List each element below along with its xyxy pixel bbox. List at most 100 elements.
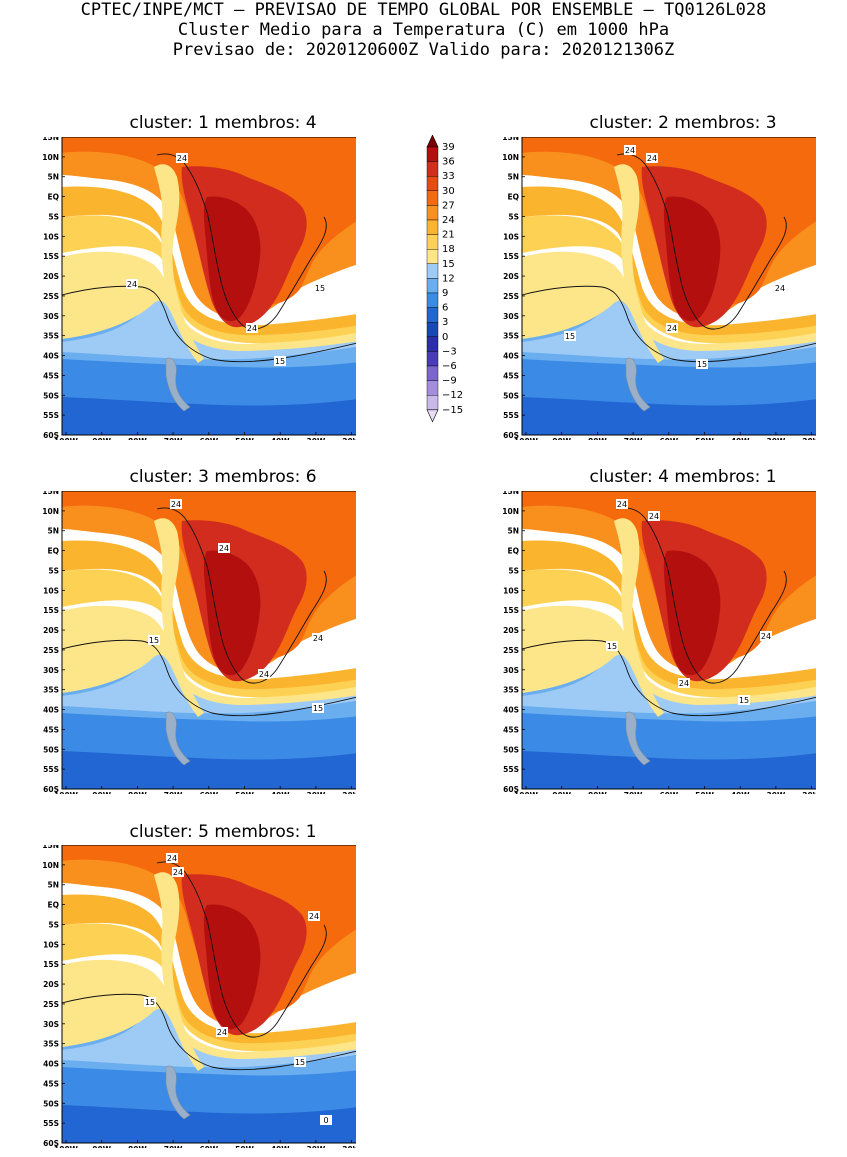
contour-label-bg [320, 1115, 332, 1125]
lon-tick-label: 30W [307, 1145, 326, 1148]
contour-label: 15 [275, 357, 285, 366]
colorbar-swatch [426, 234, 439, 250]
lon-tick-label: 20W [802, 437, 816, 440]
lat-tick-label: 20S [503, 626, 519, 635]
lat-tick-label: EQ [48, 193, 60, 202]
lat-tick-label: 15S [43, 606, 59, 615]
lat-tick-label: 5N [48, 881, 60, 890]
andes-cool-band [614, 164, 664, 363]
lat-tick-label: 10S [43, 940, 59, 949]
contour-24 [156, 861, 327, 1038]
lon-tick-label: 60W [659, 791, 678, 794]
contour-label: 24 [127, 280, 137, 289]
lon-tick-label: 40W [271, 791, 290, 794]
colorbar-swatch [426, 336, 439, 352]
colorbar-tick-label: −3 [442, 346, 457, 357]
lat-tick-label: 15N [502, 491, 519, 496]
lon-tick-label: 80W [128, 1145, 147, 1148]
lat-tick-label: 5S [48, 920, 59, 929]
colorbar-tick-label: 24 [442, 215, 455, 226]
lat-tick-label: 35S [43, 332, 59, 341]
contour-label-bg [564, 331, 576, 341]
lat-tick-label: 25S [43, 292, 59, 301]
land-hotter-region [203, 550, 261, 676]
lon-tick-label: 80W [128, 437, 147, 440]
contour-label: 24 [247, 324, 257, 333]
lon-tick-label: 100W [514, 437, 539, 440]
lat-tick-label: 40S [43, 352, 59, 361]
contour-label: 24 [647, 154, 657, 163]
lat-tick-label: 20S [43, 626, 59, 635]
lat-tick-label: 40S [503, 706, 519, 715]
land-hotter-region [203, 904, 261, 1030]
contour-label-bg [144, 997, 156, 1007]
contour-label: 24 [679, 679, 689, 688]
temperature-band-4 [62, 605, 382, 705]
contour-15 [62, 639, 382, 717]
lon-tick-label: 30W [767, 437, 786, 440]
colorbar-swatch [426, 365, 439, 381]
contour-label: 24 [173, 868, 183, 877]
lon-tick-label: 90W [92, 791, 111, 794]
lat-tick-label: 30S [43, 666, 59, 675]
contour-label: 24 [625, 146, 635, 155]
lon-tick-label: 80W [128, 791, 147, 794]
lon-tick-label: 100W [514, 791, 539, 794]
contour-label: 24 [219, 544, 229, 553]
colorbar-tick-label: −15 [442, 405, 463, 416]
temperature-band-4 [522, 251, 842, 351]
lat-tick-label: 15N [502, 137, 519, 142]
colorbar-swatch [426, 205, 439, 221]
header-line-1: CPTEC/INPE/MCT – PREVISAO DE TEMPO GLOBA… [80, 0, 767, 20]
lat-tick-label: 20S [43, 980, 59, 989]
lat-tick-label: 20S [43, 272, 59, 281]
temperature-band-6 [522, 540, 842, 690]
map-panel-cluster-3: 24 24 24 24 15 15 15N 10N 5N EQ 5S 10S 15S 20S 25S 30S 3… [28, 487, 383, 800]
lat-tick-label: 55S [43, 765, 59, 774]
contour-label-bg [312, 633, 324, 643]
contour-label: 15 [315, 284, 325, 293]
temperature-band-4 [522, 605, 842, 705]
panel-title-2: cluster: 2 membros: 3 [589, 113, 777, 133]
lat-tick-label: EQ [48, 901, 60, 910]
lon-tick-label: 20W [342, 437, 356, 440]
contour-label: 15 [565, 332, 575, 341]
contour-label-bg [648, 511, 660, 521]
lat-tick-label: 10S [503, 586, 519, 595]
lat-tick-label: 55S [503, 765, 519, 774]
colorbar-legend: 39 36 33 30 27 24 21 18 15 12 9 6 3 0 −3 −6 −9 −12 −15 [424, 134, 474, 445]
land-hotter-region [663, 196, 721, 322]
contour-label: 15 [145, 998, 155, 1007]
contour-label-bg [246, 323, 258, 333]
lon-tick-label: 50W [695, 791, 714, 794]
temperature-band-6 [62, 540, 382, 690]
contour-label: 24 [649, 512, 659, 521]
colorbar-swatch [426, 292, 439, 308]
contour-label-bg [148, 635, 160, 645]
contour-24 [156, 153, 327, 330]
colorbar-swatch [426, 263, 439, 279]
lat-tick-label: 20S [503, 272, 519, 281]
lon-tick-label: 60W [659, 437, 678, 440]
lat-tick-label: 60S [503, 431, 519, 440]
lat-tick-label: 10N [502, 153, 519, 162]
colorbar-tick-label: 0 [442, 332, 448, 343]
lon-tick-label: 20W [802, 791, 816, 794]
lat-tick-label: 60S [43, 785, 59, 794]
map-panel-cluster-1: 24 24 24 15 15 15N 10N 5N EQ 5S 10S 15S 20S 25S 30S 35S… [28, 133, 383, 446]
lon-tick-label: 70W [624, 791, 643, 794]
contour-label: 15 [149, 636, 159, 645]
contour-label-bg [294, 1057, 306, 1067]
map-svg: 24 24 24 15 15 15N 10N 5N EQ 5S 10S 15S 20S 25S 30S 35S… [42, 133, 383, 446]
contour-label-bg [258, 669, 270, 679]
andes-cool-band [154, 872, 204, 1071]
lon-tick-label: 100W [54, 791, 79, 794]
contour-label-bg [312, 703, 324, 713]
colorbar-tick-label: 27 [442, 200, 455, 211]
lat-tick-label: 25S [43, 646, 59, 655]
panel-title-1: cluster: 1 membros: 4 [129, 113, 317, 133]
patagonia-coast [625, 711, 651, 766]
lat-tick-label: 5S [48, 566, 59, 575]
contour-label-bg [738, 695, 750, 705]
lon-tick-label: 30W [307, 437, 326, 440]
